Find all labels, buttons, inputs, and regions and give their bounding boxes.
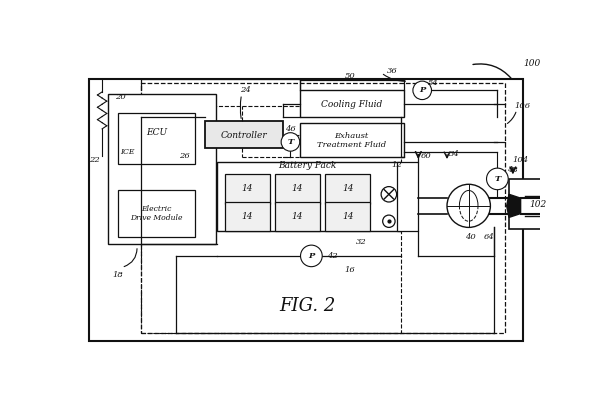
Text: 54: 54 <box>428 79 439 87</box>
Bar <box>509 179 567 229</box>
Text: 14: 14 <box>241 184 253 194</box>
Text: 14: 14 <box>241 212 253 221</box>
Text: 14: 14 <box>342 184 353 194</box>
Bar <box>118 114 195 164</box>
Bar <box>275 202 320 231</box>
Bar <box>205 121 283 148</box>
Text: 14: 14 <box>292 212 303 221</box>
Text: 100: 100 <box>524 59 541 68</box>
Circle shape <box>383 215 395 228</box>
Text: Controller: Controller <box>221 130 267 140</box>
Text: Cooling Fluid: Cooling Fluid <box>321 100 382 109</box>
Bar <box>325 202 370 231</box>
Text: 60: 60 <box>421 152 431 160</box>
Text: 26: 26 <box>179 152 190 160</box>
Text: 46: 46 <box>285 125 296 133</box>
Text: Battery Pack: Battery Pack <box>278 160 337 170</box>
Bar <box>300 90 404 117</box>
Text: 104: 104 <box>512 156 529 164</box>
Text: 32: 32 <box>356 238 367 246</box>
Text: 64: 64 <box>484 233 495 241</box>
Circle shape <box>487 168 508 190</box>
Bar <box>300 123 404 157</box>
Text: 48: 48 <box>508 166 518 174</box>
Circle shape <box>301 245 322 267</box>
Bar <box>141 83 505 333</box>
Bar <box>325 174 370 204</box>
Text: ECU: ECU <box>146 128 167 137</box>
Text: FIG. 2: FIG. 2 <box>280 297 335 315</box>
Text: 12: 12 <box>391 161 402 169</box>
Text: Electric
Drive Module: Electric Drive Module <box>130 205 182 222</box>
Circle shape <box>413 81 431 100</box>
Text: 18: 18 <box>112 271 123 279</box>
Text: ICE: ICE <box>120 148 134 156</box>
Bar <box>217 162 401 231</box>
Text: 106: 106 <box>514 102 530 110</box>
Text: 34: 34 <box>449 150 460 158</box>
Text: 42: 42 <box>327 252 338 260</box>
Bar <box>141 106 401 333</box>
Text: 16: 16 <box>345 266 355 274</box>
Text: T: T <box>494 175 500 183</box>
Text: 102: 102 <box>529 200 546 209</box>
Text: 36: 36 <box>388 67 398 75</box>
Polygon shape <box>506 194 521 218</box>
Text: T: T <box>287 138 293 146</box>
Text: 40: 40 <box>465 233 476 241</box>
Text: 14: 14 <box>342 212 353 221</box>
Bar <box>89 79 523 341</box>
Circle shape <box>381 186 397 202</box>
Bar <box>107 94 216 244</box>
Bar <box>275 174 320 204</box>
Bar <box>118 190 195 237</box>
Text: 24: 24 <box>240 86 251 94</box>
Bar <box>224 174 269 204</box>
Text: Exhaust
Treatment Fluid: Exhaust Treatment Fluid <box>317 132 386 149</box>
Text: 50: 50 <box>345 72 355 80</box>
Text: 14: 14 <box>292 184 303 194</box>
Bar <box>397 162 418 231</box>
Text: 22: 22 <box>89 156 100 164</box>
Text: P: P <box>419 86 425 94</box>
Circle shape <box>447 184 490 228</box>
Text: P: P <box>308 252 314 260</box>
Text: 20: 20 <box>115 92 126 100</box>
Bar <box>224 202 269 231</box>
Circle shape <box>281 133 300 151</box>
